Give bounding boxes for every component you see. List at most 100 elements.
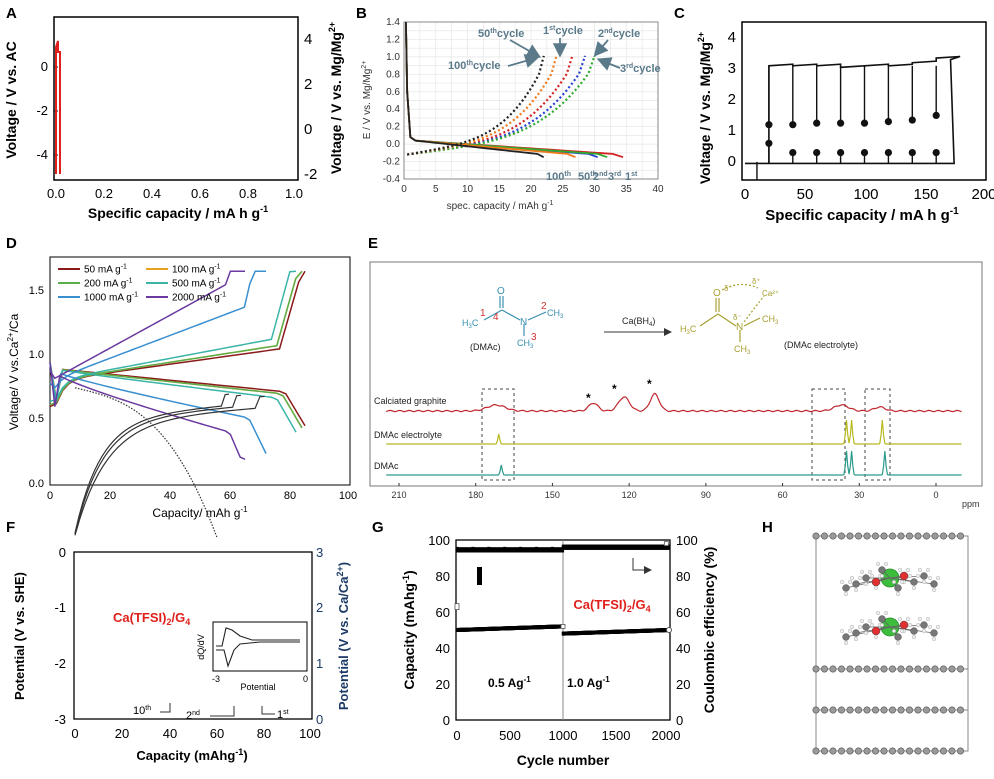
label-50-num: 50 (478, 28, 490, 40)
label-1d-num: 1 (625, 171, 631, 183)
carbon-atom-mol (862, 623, 870, 631)
hydrogen-atom (906, 617, 911, 622)
oxygen-atom (899, 571, 909, 581)
hydrogen-atom (926, 617, 931, 622)
xtick-f: 60 (210, 726, 224, 741)
label-2nd-discharge: 2nd (593, 171, 608, 183)
label-10th-sup: th (145, 705, 151, 712)
carbon-atom (812, 532, 820, 540)
oxygen-atom (871, 577, 881, 587)
carbon-atom (829, 747, 837, 755)
carbon-atom (948, 706, 956, 714)
xtick-e: 120 (622, 490, 637, 500)
carbon-atom-mol (920, 621, 928, 629)
x-axis-label-f-text: Capacity (mAhg (136, 748, 235, 763)
carbon-atom (956, 706, 964, 714)
plot-frame-f (73, 551, 313, 720)
yright-tick-b: 2 (304, 76, 312, 93)
label-50-sup: th (490, 28, 497, 35)
xtick-f: 100 (299, 726, 321, 741)
y-axis-label-d-tail: /Ca (7, 313, 21, 332)
x-axis-label-f-sup: -1 (235, 747, 243, 757)
ytick-d: 1.5 (29, 285, 44, 297)
oxygen-atom (871, 626, 881, 636)
hydrogen-atom (870, 574, 875, 579)
hydrogen-atom (854, 637, 859, 642)
label-2nd-sup: nd (192, 710, 200, 717)
yright-tick-b: -2 (304, 166, 317, 183)
reagent-sub: 4 (649, 322, 653, 328)
electrolyte-label-f: Ca(TFSI)2/G4 (113, 610, 190, 627)
xtick-f: 80 (257, 726, 271, 741)
discharge-curve-d-4 (49, 362, 297, 433)
panel-letter-b: B (356, 5, 367, 22)
plot-frame-b (403, 21, 659, 180)
unit-cell-frame (815, 535, 969, 752)
label-1-sup: st (549, 25, 556, 32)
x-axis-label-c: Specific capacity / mA h g-1 (765, 206, 959, 224)
x-ticks-c: 0 50 100 150 200 (741, 186, 994, 203)
hydrogen-atom (840, 629, 845, 634)
y-axis-label-c-sup: 2+ (696, 32, 706, 42)
carbon-atom (948, 532, 956, 540)
hydrogen-atom (936, 625, 941, 630)
panel-letter-g: G (372, 519, 384, 536)
carbon-atom (871, 532, 879, 540)
ytick-d: 0.5 (29, 413, 44, 425)
spectrum-1 (386, 392, 962, 413)
carbon-atom (863, 532, 871, 540)
ytick-c: 1 (728, 122, 736, 139)
x-ticks-g: 0 500 1000 1500 2000 (453, 728, 680, 743)
ytick-f: -1 (54, 600, 66, 615)
label-1st: 1st (277, 709, 289, 721)
carbon-atom (956, 532, 964, 540)
yright-label-f-sup: 2+ (335, 566, 345, 576)
yright-label-b-sup: 2+ (327, 22, 337, 32)
carbon-atom (897, 706, 905, 714)
carbon-atom (820, 665, 828, 673)
hydrogen-atom (892, 580, 897, 585)
methyl-region-box-2 (864, 388, 891, 481)
charge-curve-2 (407, 55, 587, 156)
gitt-markers-c (756, 65, 940, 181)
y-ticks-d: 1.5 1.0 0.5 0.0 (29, 285, 44, 490)
carbon-atom (905, 706, 913, 714)
carbon-atom (846, 706, 854, 714)
carbon-atom (820, 532, 828, 540)
discharge-curve-f-1 (74, 395, 265, 536)
dmac-name: (DMAc) (470, 342, 501, 352)
x-axis-label-b-sup: -1 (547, 200, 553, 207)
methyl-h3c-right: H3C (680, 324, 697, 336)
ytick-a: 0 (41, 59, 48, 74)
carbon-label-2: 2 (541, 301, 547, 312)
rate-label-2: 1.0 Ag-1 (567, 675, 610, 690)
carbon-atom (931, 747, 939, 755)
y-axis-label-b-text: E / V vs. Mg/Mg (362, 69, 373, 140)
yright-ticks-b: 4 2 0 -2 (304, 31, 317, 183)
label-3-cycle: cycle (633, 63, 661, 75)
transition-point (560, 624, 566, 629)
hydrogen-atom (884, 611, 889, 616)
electrolyte-g-sub: 2 (627, 604, 632, 614)
panel-h: H (762, 519, 969, 755)
y-axis-label-g: Capacity (mAhg-1) (401, 570, 417, 689)
inset-xmax: 0 (303, 674, 308, 684)
label-3d-sup: rd (614, 171, 621, 178)
panel-d: D 1.5 1.0 0.5 0.0 0 20 40 60 80 100 Capa… (6, 235, 357, 520)
star-peak: * (647, 377, 652, 391)
inset-curve-charge (216, 627, 300, 647)
hydrogen-atom (900, 580, 905, 585)
ytick-b: 0.6 (386, 87, 400, 98)
ytick-b: 0.8 (386, 69, 400, 80)
xtick-f: 20 (115, 726, 129, 741)
legend-d: 50 mA g-1 100 mA g-1 200 mA g-1 500 mA g-1 1… (58, 264, 226, 304)
carbon-atom (914, 747, 922, 755)
hydrogen-atom (908, 574, 913, 579)
hydrogen-atom (860, 619, 865, 624)
hydrogen-atom (916, 574, 921, 579)
gitt-marker-upper (860, 119, 869, 127)
carbon-atom (939, 665, 947, 673)
carbon-atom (939, 747, 947, 755)
y-axis-label-c: Voltage / V vs. Mg/Mg2+ (696, 32, 713, 184)
hydrogen-atom (928, 625, 933, 630)
